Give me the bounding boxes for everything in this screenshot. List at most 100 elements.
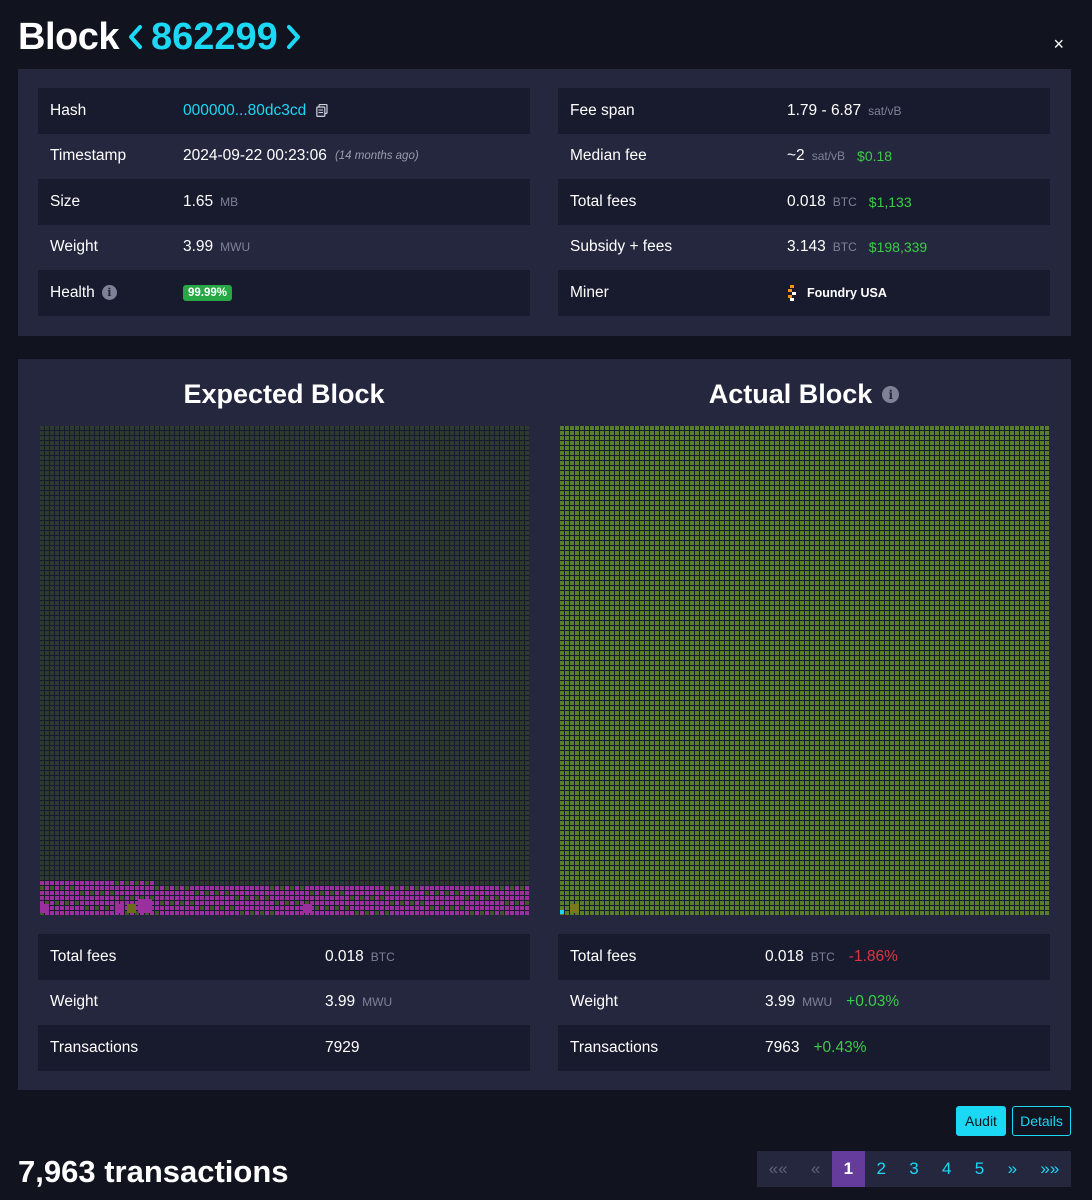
total-fees-value: 0.018 bbox=[787, 192, 826, 210]
actual-weight-value: 3.99 bbox=[765, 993, 796, 1011]
total-fees-fiat: $1,133 bbox=[868, 193, 912, 210]
block-audit-panel: Expected Block Total fees 0.018 BTC Weig… bbox=[18, 359, 1071, 1090]
page-button-5[interactable]: 5 bbox=[974, 1159, 985, 1178]
first-page-button[interactable]: «« bbox=[768, 1159, 788, 1178]
actual-block-visualization[interactable] bbox=[560, 426, 1049, 915]
subsidy-label: Subsidy + fees bbox=[570, 238, 673, 256]
transactions-count-heading: 7,963 transactions bbox=[18, 1154, 289, 1189]
expected-weight-value: 3.99 bbox=[325, 993, 356, 1011]
actual-stats-table: Total fees 0.018 BTC -1.86% Weight 3.99 … bbox=[558, 934, 1050, 1071]
actual-transactions-row: Transactions 7963 +0.43% bbox=[558, 1025, 1050, 1071]
timestamp-ago: (14 months ago) bbox=[334, 150, 419, 163]
audit-button[interactable]: Audit bbox=[956, 1106, 1006, 1136]
expected-transactions-row: Transactions 7929 bbox=[38, 1025, 530, 1071]
next-block-button[interactable] bbox=[286, 24, 302, 50]
missing-transactions bbox=[40, 881, 529, 915]
block-header: Block 862299 bbox=[18, 14, 310, 60]
actual-weight-label: Weight bbox=[570, 993, 618, 1011]
median-fee-label: Median fee bbox=[570, 147, 647, 165]
block-info-right-table: Fee span 1.79 - 6.87 sat/vB Median fee ~… bbox=[558, 88, 1050, 316]
previous-page-button[interactable]: « bbox=[810, 1159, 821, 1178]
expected-weight-unit: MWU bbox=[362, 995, 393, 1010]
actual-total-fees-delta: -1.86% bbox=[848, 947, 898, 965]
total-fees-unit: BTC bbox=[832, 194, 857, 209]
health-label: Health bbox=[50, 283, 95, 301]
median-fee-fiat: $0.18 bbox=[857, 148, 893, 165]
page-button-3[interactable]: 3 bbox=[909, 1159, 919, 1178]
last-page-button[interactable]: »» bbox=[1040, 1159, 1060, 1178]
hash-link[interactable]: 000000...80dc3cd bbox=[183, 101, 307, 119]
median-fee-row: Median fee ~2 sat/vB $0.18 bbox=[558, 134, 1050, 180]
expected-block-grid[interactable] bbox=[40, 426, 529, 915]
total-fees-row: Total fees 0.018 BTC $1,133 bbox=[558, 179, 1050, 225]
median-fee-value: ~2 bbox=[787, 147, 805, 165]
transaction-cells bbox=[40, 426, 529, 915]
size-label: Size bbox=[50, 192, 81, 210]
page-button-1[interactable]: 1 bbox=[832, 1151, 865, 1187]
foundry-logo-icon bbox=[788, 284, 796, 301]
size-row: Size 1.65 MB bbox=[38, 179, 530, 225]
actual-total-fees-unit: BTC bbox=[810, 949, 835, 964]
expected-transactions-label: Transactions bbox=[50, 1038, 139, 1056]
miner-label: Miner bbox=[570, 283, 609, 301]
weight-value: 3.99 bbox=[183, 238, 214, 256]
hash-label: Hash bbox=[50, 101, 87, 119]
actual-total-fees-row: Total fees 0.018 BTC -1.86% bbox=[558, 934, 1050, 980]
expected-total-fees-label: Total fees bbox=[50, 947, 117, 965]
actual-total-fees-value: 0.018 bbox=[765, 947, 804, 965]
expected-weight-row: Weight 3.99 MWU bbox=[38, 980, 530, 1026]
page-button-2[interactable]: 2 bbox=[876, 1159, 886, 1178]
actual-total-fees-label: Total fees bbox=[570, 947, 637, 965]
weight-unit: MWU bbox=[220, 240, 251, 255]
subsidy-fiat: $198,339 bbox=[868, 239, 928, 256]
expected-stats-table: Total fees 0.018 BTC Weight 3.99 MWU Tra… bbox=[38, 934, 530, 1071]
fee-span-row: Fee span 1.79 - 6.87 sat/vB bbox=[558, 88, 1050, 134]
fee-span-unit: sat/vB bbox=[868, 103, 902, 118]
info-icon[interactable]: i bbox=[882, 386, 900, 403]
actual-block-grid[interactable] bbox=[560, 426, 1049, 915]
subsidy-unit: BTC bbox=[832, 240, 857, 255]
median-fee-unit: sat/vB bbox=[811, 149, 846, 164]
close-button[interactable]: × bbox=[1053, 34, 1064, 54]
previous-block-button[interactable] bbox=[127, 24, 143, 50]
expected-total-fees-row: Total fees 0.018 BTC bbox=[38, 934, 530, 980]
timestamp-label: Timestamp bbox=[50, 147, 127, 165]
actual-transactions-value: 7963 bbox=[765, 1038, 800, 1056]
block-info-left-table: Hash 000000...80dc3cd Timestamp 2024-09-… bbox=[38, 88, 530, 316]
copy-icon[interactable] bbox=[316, 104, 328, 118]
details-button[interactable]: Details bbox=[1012, 1106, 1071, 1136]
fee-span-value: 1.79 - 6.87 bbox=[787, 101, 862, 119]
actual-weight-unit: MWU bbox=[802, 995, 833, 1010]
timestamp-row: Timestamp 2024-09-22 00:23:06 (14 months… bbox=[38, 134, 530, 180]
miner-link[interactable]: Foundry USA bbox=[787, 284, 887, 301]
page-button-4[interactable]: 4 bbox=[942, 1159, 952, 1178]
expected-block-visualization[interactable] bbox=[40, 426, 529, 915]
actual-transactions-delta: +0.43% bbox=[813, 1038, 867, 1056]
subsidy-value: 3.143 bbox=[787, 238, 826, 256]
weight-row: Weight 3.99 MWU bbox=[38, 225, 530, 271]
page-title: Block bbox=[18, 15, 119, 58]
chevron-left-icon bbox=[128, 25, 142, 49]
hash-row: Hash 000000...80dc3cd bbox=[38, 88, 530, 134]
actual-weight-delta: +0.03% bbox=[846, 993, 900, 1011]
block-info-panel: Hash 000000...80dc3cd Timestamp 2024-09-… bbox=[18, 69, 1071, 336]
weight-label: Weight bbox=[50, 238, 98, 256]
size-value: 1.65 bbox=[183, 192, 214, 210]
info-icon[interactable]: i bbox=[101, 285, 117, 301]
subsidy-row: Subsidy + fees 3.143 BTC $198,339 bbox=[558, 225, 1050, 271]
fee-span-label: Fee span bbox=[570, 101, 635, 119]
pagination: «« « 1 2 3 4 5 » »» bbox=[757, 1151, 1071, 1187]
expected-total-fees-value: 0.018 bbox=[325, 947, 364, 965]
miner-row: Miner Foundry USA bbox=[558, 270, 1050, 316]
size-unit: MB bbox=[220, 194, 239, 209]
expected-total-fees-unit: BTC bbox=[370, 949, 395, 964]
expected-transactions-value: 7929 bbox=[325, 1038, 360, 1056]
next-page-button[interactable]: » bbox=[1007, 1159, 1018, 1178]
total-fees-label: Total fees bbox=[570, 192, 637, 210]
expected-block-title: Expected Block bbox=[183, 379, 385, 409]
miner-name: Foundry USA bbox=[807, 285, 887, 300]
timestamp-value: 2024-09-22 00:23:06 bbox=[183, 147, 327, 165]
expected-weight-label: Weight bbox=[50, 993, 98, 1011]
block-height[interactable]: 862299 bbox=[150, 15, 278, 58]
actual-weight-row: Weight 3.99 MWU +0.03% bbox=[558, 980, 1050, 1026]
